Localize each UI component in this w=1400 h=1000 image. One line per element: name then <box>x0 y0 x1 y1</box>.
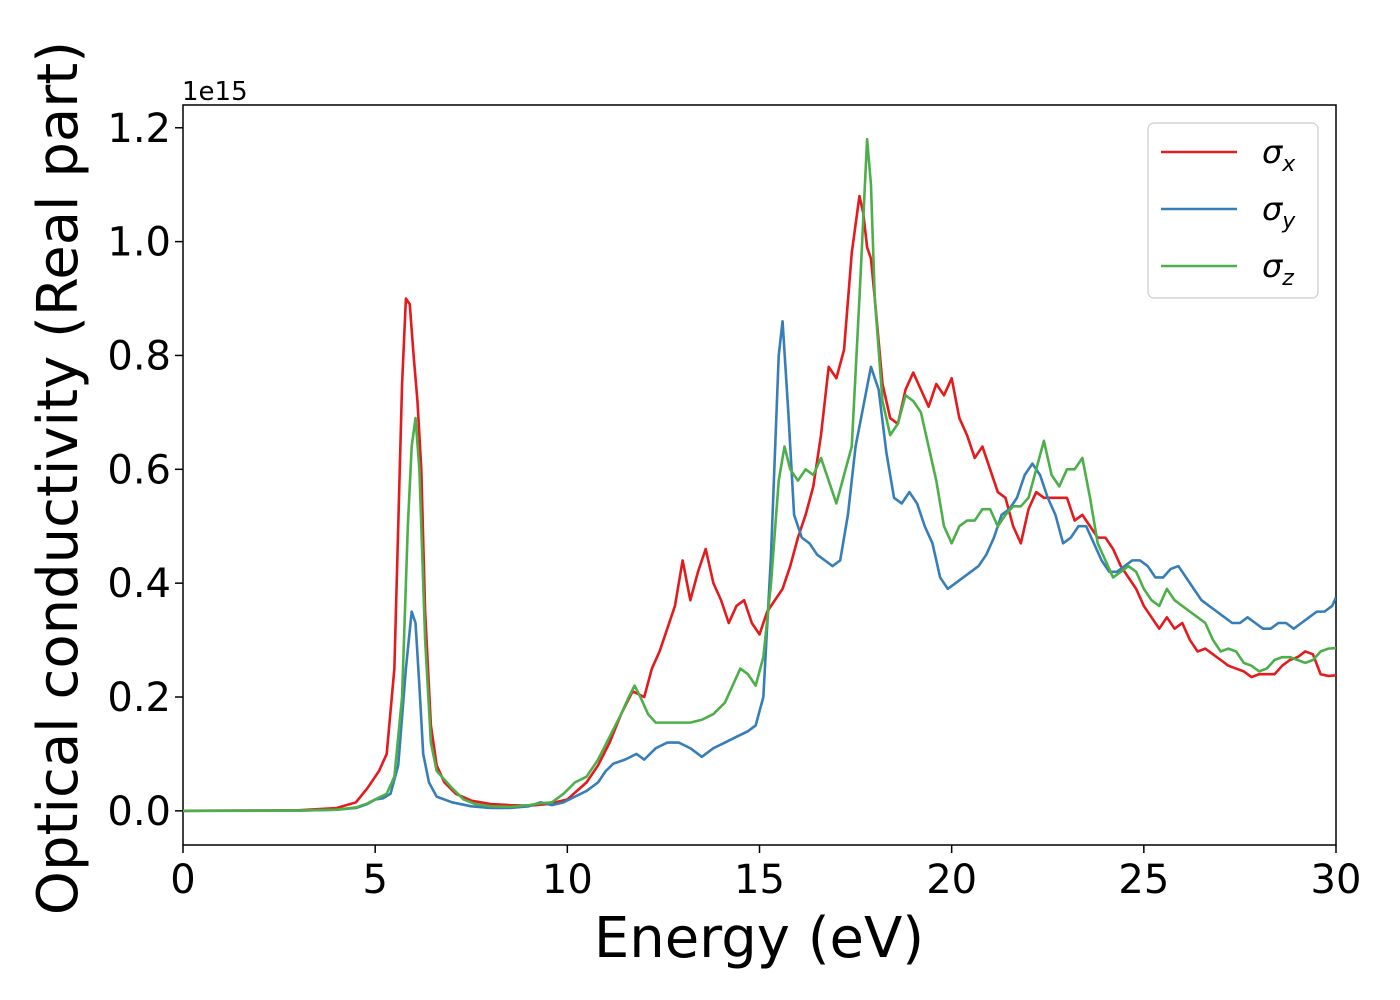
y-tick-label: 0.6 <box>107 447 171 493</box>
plot-area <box>182 104 1337 846</box>
legend-box <box>1147 122 1319 299</box>
x-tick-label: 20 <box>926 857 977 903</box>
series-line-z <box>183 137 1336 813</box>
y-tick-label: 0.0 <box>107 789 171 835</box>
y-tick-label: 0.4 <box>107 561 171 607</box>
x-tick-label: 30 <box>1311 857 1362 903</box>
x-axis: 0 5 10 15 20 25 30 <box>170 845 1361 903</box>
y-axis-scale-offset: 1e15 <box>182 77 248 107</box>
x-tick-label: 0 <box>170 857 195 903</box>
x-tick-label: 5 <box>362 857 387 903</box>
x-axis-label: Energy (eV) <box>594 906 924 971</box>
x-tick-label: 10 <box>542 857 593 903</box>
y-axis-label: Optical conductivity (Real part) <box>26 41 91 915</box>
x-tick-label: 25 <box>1118 857 1169 903</box>
series-line-x <box>183 194 1336 813</box>
plot-frame <box>182 104 1337 846</box>
y-axis: 0.0 0.2 0.4 0.6 0.8 1.0 1.2 <box>107 106 183 835</box>
y-tick-label: 0.8 <box>107 333 171 379</box>
y-tick-label: 0.2 <box>107 675 171 721</box>
x-tick-label: 15 <box>734 857 785 903</box>
y-tick-label: 1.2 <box>107 106 171 152</box>
y-tick-label: 1.0 <box>107 220 171 266</box>
series-layer <box>183 137 1336 813</box>
